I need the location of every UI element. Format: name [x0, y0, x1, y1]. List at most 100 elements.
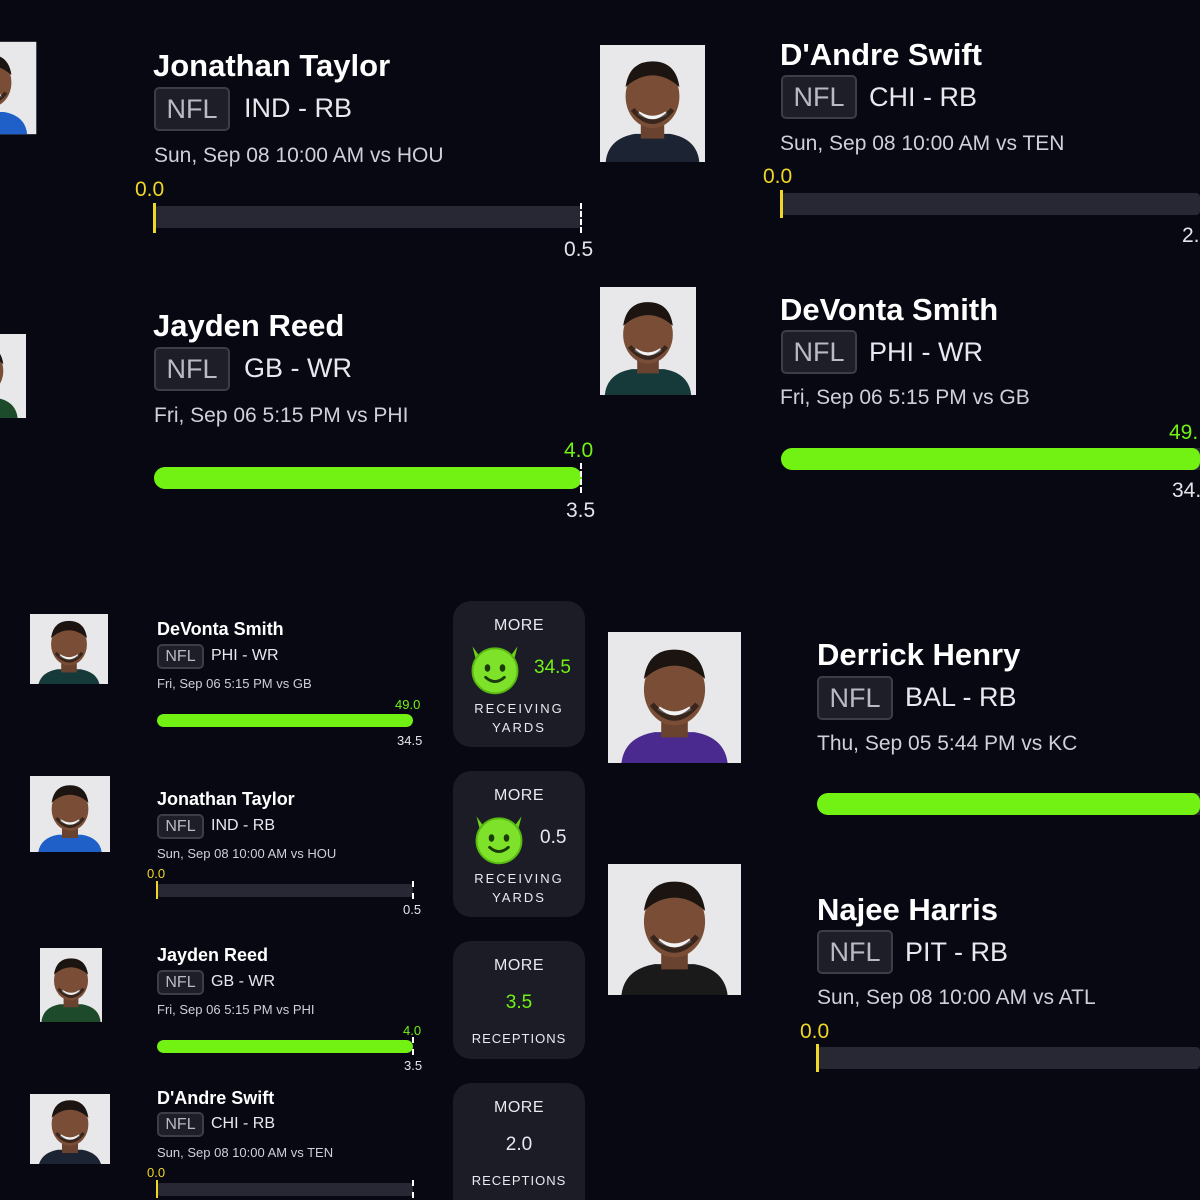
progress-bar [817, 793, 1200, 815]
actual-marker [780, 190, 783, 218]
player-name: DeVonta Smith [780, 292, 999, 327]
actual-value: 49.0 [395, 697, 421, 712]
actual-value: 0.0 [800, 1020, 830, 1043]
line-value: 0.5 [564, 238, 594, 261]
game-time: Fri, Sep 06 5:15 PM vs GB [780, 386, 1030, 409]
team-position: IND - RB [211, 817, 275, 834]
progress-bar [157, 1040, 413, 1053]
pick-stat-line: RECEPTIONS [471, 1031, 567, 1046]
game-time: Fri, Sep 06 5:15 PM vs GB [157, 676, 312, 691]
actual-marker [156, 881, 158, 899]
team-position: CHI - RB [869, 82, 977, 112]
avatar [600, 45, 705, 162]
league-badge: NFL [781, 330, 857, 374]
team-position: IND - RB [244, 93, 352, 123]
pick-line-value: 3.5 [505, 992, 533, 1013]
line-marker [412, 1180, 414, 1198]
progress-bar [157, 884, 413, 897]
league-badge: NFL [157, 1112, 204, 1137]
pick-stat: RECEPTIONS [453, 1029, 585, 1048]
pick-direction: MORE [494, 787, 544, 804]
progress-fill [157, 714, 413, 727]
avatar [40, 948, 102, 1022]
actual-value: 49. [1169, 421, 1199, 444]
player-name: D'Andre Swift [780, 37, 982, 72]
pick-stat-line: RECEIVING [474, 701, 564, 716]
player-photo [608, 632, 741, 763]
pick-card[interactable]: MORE 0.5 RECEIVING YARDS [453, 771, 585, 917]
player-name: D'Andre Swift [157, 1088, 275, 1108]
player-photo [30, 776, 110, 852]
actual-value: 0.0 [147, 1165, 166, 1180]
progress-fill [817, 793, 1200, 815]
devil-icon [465, 637, 525, 697]
line-marker [580, 203, 582, 233]
player-name: Jayden Reed [153, 308, 345, 343]
line-value: 3.5 [566, 499, 596, 522]
actual-marker [816, 1044, 819, 1072]
line-marker [412, 1037, 414, 1055]
league-badge: NFL [157, 644, 204, 669]
progress-bar [154, 206, 582, 228]
pick-line-value: 34.5 [534, 657, 571, 678]
team-position: PIT - RB [905, 937, 1009, 967]
progress-bar [157, 1183, 413, 1196]
pick-direction: MORE [494, 957, 544, 974]
actual-marker [153, 203, 156, 233]
avatar [608, 864, 741, 995]
progress-bar [781, 448, 1200, 470]
game-time: Thu, Sep 05 5:44 PM vs KC [817, 732, 1078, 755]
pick-card[interactable]: MORE 3.5 RECEPTIONS [453, 941, 585, 1059]
player-photo [40, 948, 102, 1022]
league-badge: NFL [154, 87, 230, 131]
pick-stat: RECEIVING YARDS [453, 699, 585, 737]
progress-bar [781, 193, 1200, 215]
line-value: 34.5 [397, 733, 423, 748]
line-value: 34. [1172, 479, 1200, 502]
league-badge: NFL [781, 75, 857, 119]
game-time: Fri, Sep 06 5:15 PM vs PHI [157, 1002, 315, 1017]
pick-card[interactable]: MORE 34.5 RECEIVING YARDS [453, 601, 585, 747]
pick-stat-line: YARDS [492, 720, 546, 735]
line-value: 2. [1182, 224, 1200, 247]
progress-bar [157, 714, 413, 727]
league-badge: NFL [817, 676, 893, 720]
progress-bar [154, 467, 582, 489]
progress-fill [157, 1040, 413, 1053]
line-marker [412, 881, 414, 899]
line-value: 3.5 [404, 1058, 423, 1073]
player-name: Jonathan Taylor [153, 48, 391, 83]
team-position: GB - WR [244, 353, 352, 383]
progress-fill [154, 467, 582, 489]
actual-value: 4.0 [403, 1023, 422, 1038]
avatar [30, 776, 110, 852]
pick-stat-line: RECEIVING [474, 871, 564, 886]
avatar [0, 22, 76, 154]
pick-line-value: 2.0 [505, 1134, 533, 1155]
league-badge: NFL [157, 970, 204, 995]
pick-card[interactable]: MORE 2.0 RECEPTIONS [453, 1083, 585, 1200]
player-name: DeVonta Smith [157, 619, 284, 639]
pick-stat-line: RECEPTIONS [471, 1173, 567, 1188]
pick-stat: RECEIVING YARDS [453, 869, 585, 907]
game-time: Sun, Sep 08 10:00 AM vs ATL [817, 986, 1096, 1009]
avatar [608, 632, 741, 763]
actual-value: 0.0 [763, 165, 793, 188]
pick-line-value: 0.5 [540, 827, 567, 848]
actual-value: 0.0 [135, 178, 165, 201]
league-badge: NFL [817, 930, 893, 974]
team-position: PHI - WR [211, 647, 279, 664]
player-name: Jonathan Taylor [157, 789, 295, 809]
player-photo [0, 22, 76, 154]
progress-bar [817, 1047, 1200, 1069]
player-photo [600, 45, 705, 162]
actual-value: 0.0 [147, 866, 166, 881]
avatar [600, 287, 696, 395]
team-position: PHI - WR [869, 337, 983, 367]
game-time: Fri, Sep 06 5:15 PM vs PHI [154, 404, 409, 427]
avatar [30, 1094, 110, 1164]
pick-stat-line: YARDS [492, 890, 546, 905]
pick-direction: MORE [494, 617, 544, 634]
progress-fill [781, 448, 1200, 470]
avatar [30, 614, 108, 684]
